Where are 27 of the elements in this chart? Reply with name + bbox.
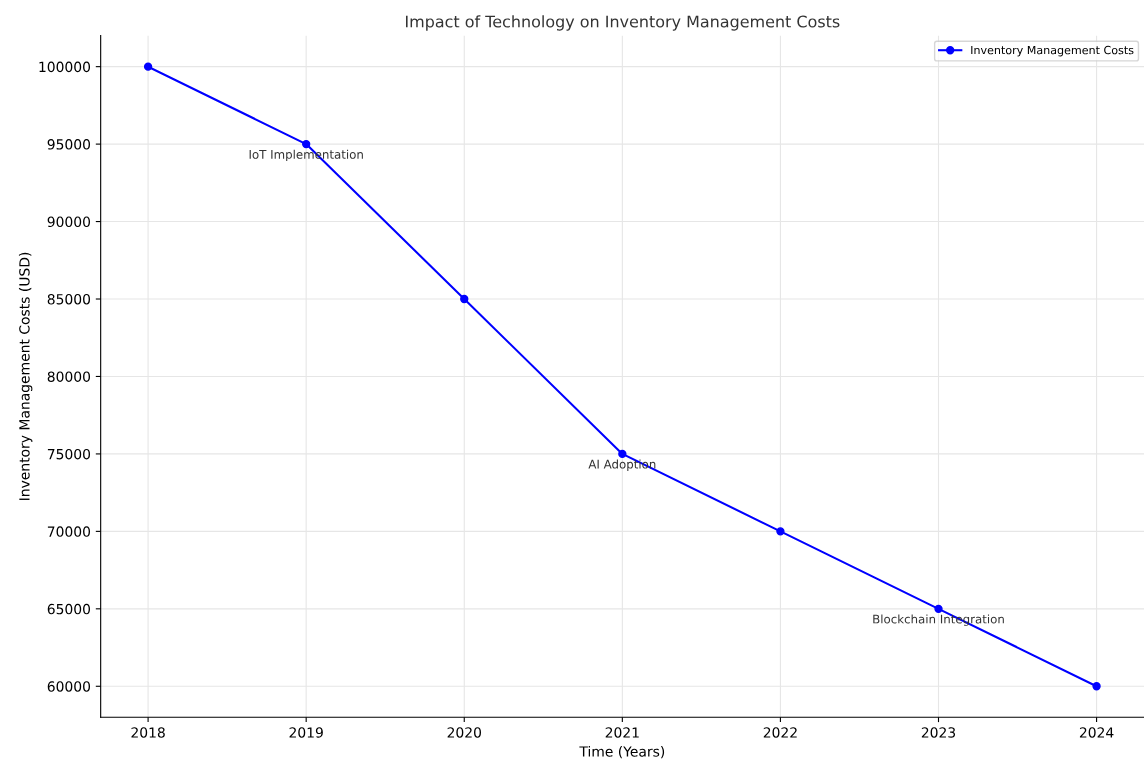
x-tick-label: 2024 <box>1079 727 1114 738</box>
point <box>1092 682 1101 691</box>
point <box>776 527 785 536</box>
y-tick-label: 90000 <box>47 216 91 228</box>
y-tick-label: 65000 <box>47 603 91 615</box>
y-tick-label: 100000 <box>39 61 91 73</box>
x-axis-title: Time (Years) <box>579 745 665 759</box>
point <box>302 139 311 149</box>
y-tick-label: 80000 <box>47 371 91 382</box>
x-tick-label: 2019 <box>289 727 323 738</box>
y-tick-label: 85000 <box>47 293 91 305</box>
point <box>934 604 943 613</box>
legend-label: Inventory Management Costs <box>971 45 1134 57</box>
chart-title: Impact of Technology on Inventory Management Costs <box>406 15 840 31</box>
y-axis-title: Inventory Management Costs (USD) <box>18 252 33 500</box>
x-tick-label: 2020 <box>447 727 482 738</box>
x-tick-label: 2018 <box>131 727 165 738</box>
x-tick-label: 2022 <box>763 727 797 738</box>
point <box>143 62 153 71</box>
y-tick-label: 60000 <box>47 681 91 692</box>
y-tick-label: 70000 <box>47 526 91 537</box>
y-tick-label: 75000 <box>47 448 91 460</box>
x-tick-label: 2021 <box>605 727 639 738</box>
y-tick-label: 95000 <box>47 139 91 150</box>
x-tick-label: 2023 <box>921 727 956 738</box>
point <box>618 449 627 459</box>
point <box>460 294 469 304</box>
